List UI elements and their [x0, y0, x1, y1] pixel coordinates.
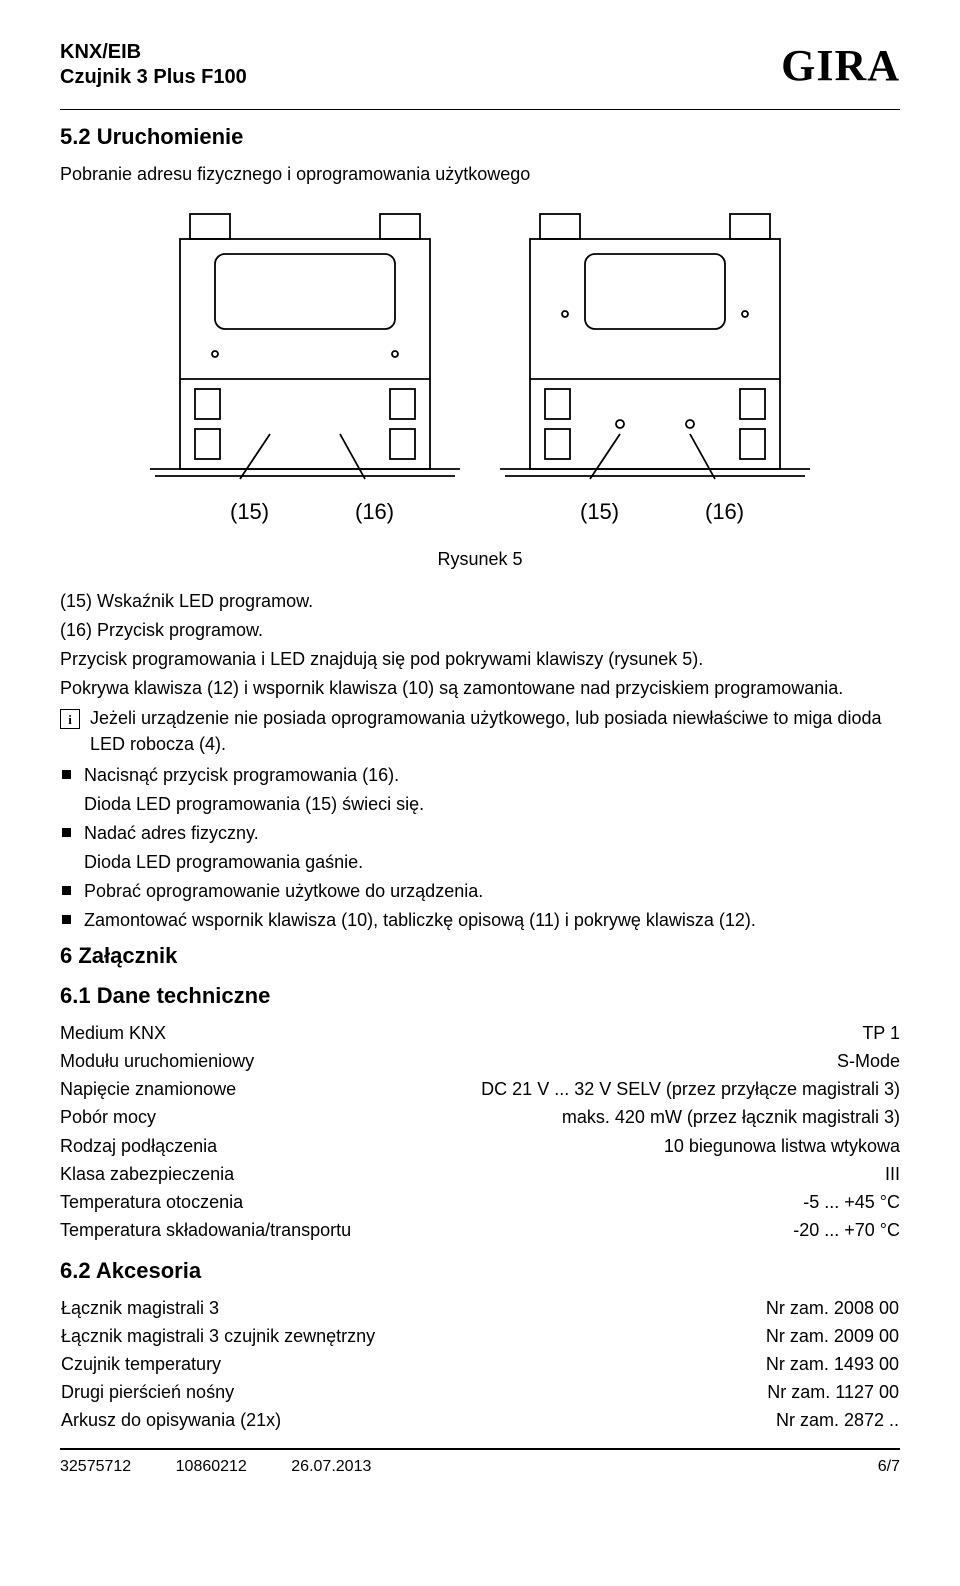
section-6-1-title: 6.1 Dane techniczne	[60, 983, 900, 1009]
brand-logo: GIRA	[781, 40, 900, 91]
table-row: Drugi pierścień nośnyNr zam. 1127 00	[60, 1378, 900, 1406]
text-item-16: (16) Przycisk programow.	[60, 617, 900, 643]
footer-code-1: 32575712	[60, 1458, 131, 1475]
figure-5: (15) (16) (15	[60, 199, 900, 539]
tech-data-table: Medium KNXTP 1 Modułu uruchomieniowyS-Mo…	[60, 1019, 900, 1244]
text-item-15: (15) Wskaźnik LED programow.	[60, 588, 900, 614]
info-note: i Jeżeli urządzenie nie posiada oprogram…	[60, 705, 900, 757]
page-footer: 32575712 10860212 26.07.2013 6/7	[60, 1458, 900, 1476]
header-line1: KNX/EIB	[60, 40, 247, 65]
table-row: Czujnik temperaturyNr zam. 1493 00	[60, 1350, 900, 1378]
table-row: Arkusz do opisywania (21x)Nr zam. 2872 .…	[60, 1406, 900, 1434]
table-row: Medium KNXTP 1	[60, 1019, 900, 1047]
footer-code-2: 10860212	[176, 1458, 247, 1475]
section-5-2-title: 5.2 Uruchomienie	[60, 124, 900, 150]
table-row: Łącznik magistrali 3Nr zam. 2008 00	[60, 1294, 900, 1322]
step-4: Zamontować wspornik klawisza (10), tabli…	[60, 907, 900, 933]
footer-date: 26.07.2013	[291, 1458, 371, 1475]
table-row: Temperatura otoczenia-5 ... +45 °C	[60, 1188, 900, 1216]
table-row: Pobór mocymaks. 420 mW (przez łącznik ma…	[60, 1103, 900, 1131]
table-row: Rodzaj podłączenia10 biegunowa listwa wt…	[60, 1132, 900, 1160]
section-5-2-subtitle: Pobranie adresu fizycznego i oprogramowa…	[60, 164, 900, 185]
table-row: Napięcie znamionoweDC 21 V ... 32 V SELV…	[60, 1075, 900, 1103]
step-3: Pobrać oprogramowanie użytkowe do urządz…	[60, 878, 900, 904]
text-explain-2: Pokrywa klawisza (12) i wspornik klawisz…	[60, 675, 900, 701]
table-row: Modułu uruchomieniowyS-Mode	[60, 1047, 900, 1075]
footer-page-number: 6/7	[878, 1458, 900, 1476]
table-row: Temperatura składowania/transportu-20 ..…	[60, 1216, 900, 1244]
step-list: Nacisnąć przycisk programowania (16). Di…	[60, 762, 900, 934]
step-1: Nacisnąć przycisk programowania (16).	[60, 762, 900, 788]
svg-text:(16): (16)	[355, 499, 394, 524]
step-2-result: Dioda LED programowania gaśnie.	[60, 849, 900, 875]
accessories-table: Łącznik magistrali 3Nr zam. 2008 00 Łącz…	[60, 1294, 900, 1434]
page-header: KNX/EIB Czujnik 3 Plus F100 GIRA	[60, 40, 900, 91]
info-icon: i	[60, 709, 80, 729]
footer-divider	[60, 1448, 900, 1450]
section-6-2-title: 6.2 Akcesoria	[60, 1258, 900, 1284]
text-explain-1: Przycisk programowania i LED znajdują si…	[60, 646, 900, 672]
info-text: Jeżeli urządzenie nie posiada oprogramow…	[90, 705, 900, 757]
svg-text:(15): (15)	[230, 499, 269, 524]
header-line2: Czujnik 3 Plus F100	[60, 65, 247, 90]
table-row: Klasa zabezpieczeniaIII	[60, 1160, 900, 1188]
step-2: Nadać adres fizyczny.	[60, 820, 900, 846]
header-divider	[60, 109, 900, 110]
svg-text:(15): (15)	[580, 499, 619, 524]
section-6-title: 6 Załącznik	[60, 943, 900, 969]
step-1-result: Dioda LED programowania (15) świeci się.	[60, 791, 900, 817]
svg-text:(16): (16)	[705, 499, 744, 524]
figure-5-caption: Rysunek 5	[60, 549, 900, 570]
table-row: Łącznik magistrali 3 czujnik zewnętrznyN…	[60, 1322, 900, 1350]
